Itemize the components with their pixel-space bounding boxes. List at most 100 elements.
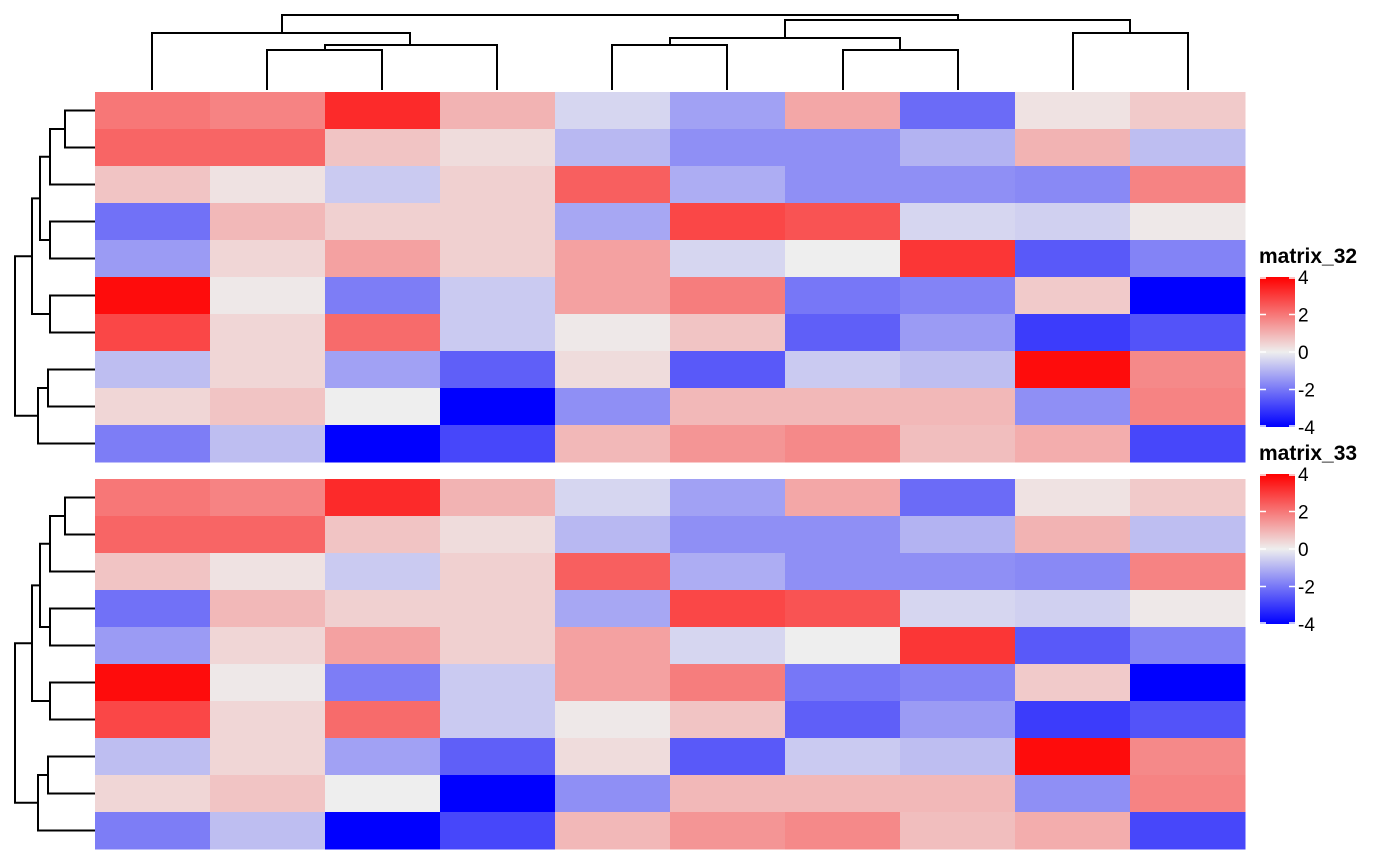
heatmap-cell: [785, 627, 901, 665]
heatmap-cell: [1015, 425, 1131, 463]
heatmap-cell: [210, 738, 326, 776]
heatmap-cell: [555, 92, 671, 130]
heatmap-cell: [210, 129, 326, 167]
heatmap-cell: [440, 738, 556, 776]
heatmap-cell: [210, 92, 326, 130]
heatmap-cell: [900, 553, 1016, 591]
heatmap-cell: [210, 351, 326, 389]
heatmap-cell: [555, 277, 671, 315]
heatmap-cell: [440, 166, 556, 204]
heatmap-cell: [670, 812, 786, 850]
heatmap-cell: [325, 590, 441, 628]
heatmap-cell: [1130, 627, 1246, 665]
heatmap-cell: [900, 314, 1016, 352]
heatmap-cell: [440, 553, 556, 591]
heatmap-cell: [555, 590, 671, 628]
heatmap-cell: [1130, 553, 1246, 591]
heatmap-cell: [210, 479, 326, 517]
heatmap-cell: [900, 425, 1016, 463]
heatmap-cell: [1130, 812, 1246, 850]
heatmap-cell: [440, 590, 556, 628]
heatmap-cell: [900, 664, 1016, 702]
heatmap-cell: [1015, 388, 1131, 426]
heatmap-cell: [670, 775, 786, 813]
heatmap-cell: [1015, 812, 1131, 850]
heatmap-cell: [555, 351, 671, 389]
row-dendrogram-branch: [64, 496, 95, 536]
row-dendrogram-branch: [37, 774, 95, 832]
row-dendrogram-branch: [49, 607, 95, 647]
heatmap-cell: [670, 203, 786, 241]
heatmap-cell: [670, 92, 786, 130]
heatmap-cell: [325, 351, 441, 389]
row-dendrogram-branch: [47, 368, 95, 408]
heatmap-cell: [785, 812, 901, 850]
heatmap-cell: [1015, 240, 1131, 278]
heatmap-cell: [670, 240, 786, 278]
heatmap-cell: [95, 627, 211, 665]
heatmap-cell: [670, 701, 786, 739]
heatmap-cell: [670, 166, 786, 204]
heatmap-cell: [325, 553, 441, 591]
heatmap-cell: [555, 425, 671, 463]
heatmap-cell: [325, 701, 441, 739]
heatmap-cell: [555, 664, 671, 702]
heatmap-cell: [670, 425, 786, 463]
heatmap-cell: [1130, 277, 1246, 315]
heatmap-cell: [325, 277, 441, 315]
legend-matrix-32: matrix_32 4 2 0 -2 -4: [1259, 245, 1357, 439]
heatmap-cell: [670, 738, 786, 776]
heatmap-cell: [210, 812, 326, 850]
heatmap-cell: [555, 314, 671, 352]
heatmap-cell: [95, 590, 211, 628]
heatmap-cell: [1015, 277, 1131, 315]
heatmap-cell: [900, 627, 1016, 665]
legend-ticks-matrix-32: 4 2 0 -2 -4: [1260, 268, 1315, 439]
heatmap-cell: [325, 203, 441, 241]
heatmap-cell: [440, 425, 556, 463]
heatmap-cell: [1130, 516, 1246, 554]
heatmap-cell: [440, 701, 556, 739]
heatmap-cell: [95, 129, 211, 167]
heatmap-cell: [785, 664, 901, 702]
heatmap-cell: [325, 129, 441, 167]
legend-title-matrix-32: matrix_32: [1259, 245, 1357, 268]
heatmap-cell: [785, 203, 901, 241]
heatmap-cell: [210, 553, 326, 591]
heatmap-cell: [440, 627, 556, 665]
heatmap-cell: [95, 277, 211, 315]
row-dendrogram-branch: [49, 294, 95, 334]
heatmap-cell: [325, 664, 441, 702]
heatmap-cell: [670, 388, 786, 426]
heatmap-cell: [1130, 701, 1246, 739]
heatmap-cell: [900, 277, 1016, 315]
heatmap-cell: [670, 664, 786, 702]
heatmap-cell: [325, 627, 441, 665]
heatmap-cell: [1015, 590, 1131, 628]
legend-tick-label: -4: [1298, 615, 1315, 636]
heatmap-cell: [900, 812, 1016, 850]
heatmap-cell: [900, 479, 1016, 517]
heatmap-cell: [1130, 240, 1246, 278]
heatmap-cell: [555, 738, 671, 776]
heatmap-cell: [900, 738, 1016, 776]
legend-tick-label: 2: [1298, 306, 1309, 327]
heatmap-cell: [210, 166, 326, 204]
legend-tick-label: 2: [1298, 503, 1309, 524]
heatmap-cell: [440, 92, 556, 130]
heatmap-cell: [555, 240, 671, 278]
heatmap-cell: [785, 425, 901, 463]
heatmap-cell: [210, 425, 326, 463]
heatmap-cell: [1015, 553, 1131, 591]
heatmap-cell: [1130, 314, 1246, 352]
heatmap-cell: [785, 351, 901, 389]
heatmap-cell: [210, 203, 326, 241]
heatmap-cell: [325, 425, 441, 463]
heatmap-cell: [670, 590, 786, 628]
heatmap-cell: [440, 351, 556, 389]
heatmap-cell: [95, 775, 211, 813]
legend-tick-label: 4: [1298, 465, 1309, 486]
heatmap-cell: [1130, 664, 1246, 702]
heatmap-cell: [325, 388, 441, 426]
legend-tick-label: -2: [1298, 381, 1315, 402]
